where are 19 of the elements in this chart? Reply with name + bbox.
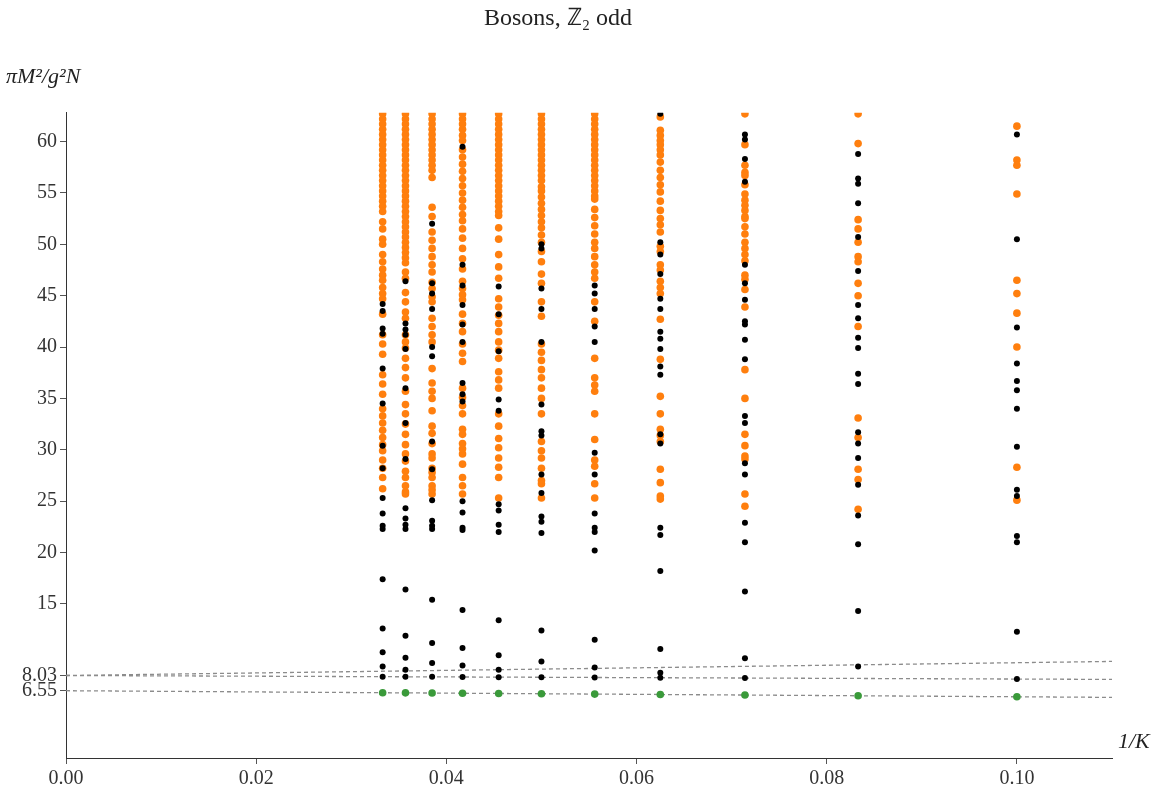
y-tick-label: 15 [37,591,57,614]
y-tick-label: 35 [37,385,57,408]
x-tick-label: 0.00 [48,766,84,789]
chart-title: Bosons, ℤ₂ odd [483,3,633,30]
x-tick-label: 0.02 [238,766,274,789]
y-tick-label: 20 [37,539,57,562]
x-tick-label: 0.10 [999,766,1035,789]
y-tick-label: 55 [37,180,57,203]
y-tick-label: 25 [37,488,57,511]
x-tick-label: 0.04 [428,766,464,789]
x-tick-label: 0.06 [619,766,655,789]
y-tick-label: 50 [37,231,57,254]
y-axis-title: πM²/g²N [6,62,81,89]
y-tick-label: 45 [37,282,57,305]
x-tick-label: 0.08 [809,766,845,789]
y-tick-label: 30 [37,437,57,460]
y-tick-label: 40 [37,334,57,357]
y-tick-label: 60 [37,128,57,151]
x-axis-title: 1/K [1118,728,1150,754]
